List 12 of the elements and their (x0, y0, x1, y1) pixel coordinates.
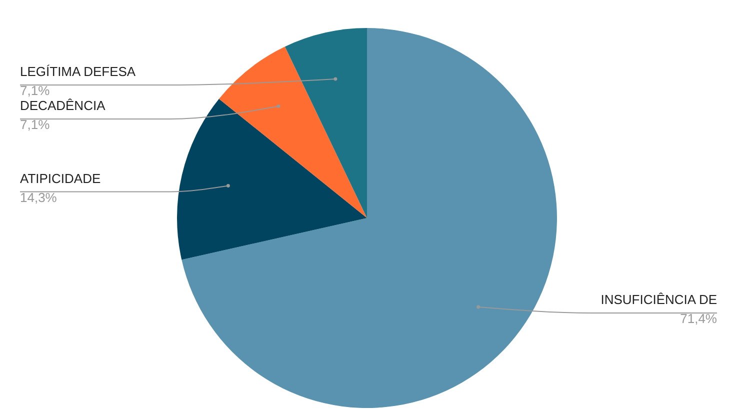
slice-label: ATIPICIDADE (20, 170, 101, 186)
pie-slice (177, 98, 367, 260)
slice-label: DECADÊNCIA (20, 98, 106, 114)
data-label: 14,3% (20, 190, 58, 205)
data-label: 7,1% (20, 117, 50, 132)
pie-slice (284, 28, 367, 218)
pie-slice (218, 46, 367, 218)
data-label: 7,1% (20, 83, 50, 98)
slice-label: LEGÍTIMA DEFESA (20, 64, 136, 80)
pie-slice (182, 28, 557, 408)
slice-label: INSUFICIÊNCIA DE (600, 292, 718, 307)
data-label: 71,4% (680, 310, 718, 326)
